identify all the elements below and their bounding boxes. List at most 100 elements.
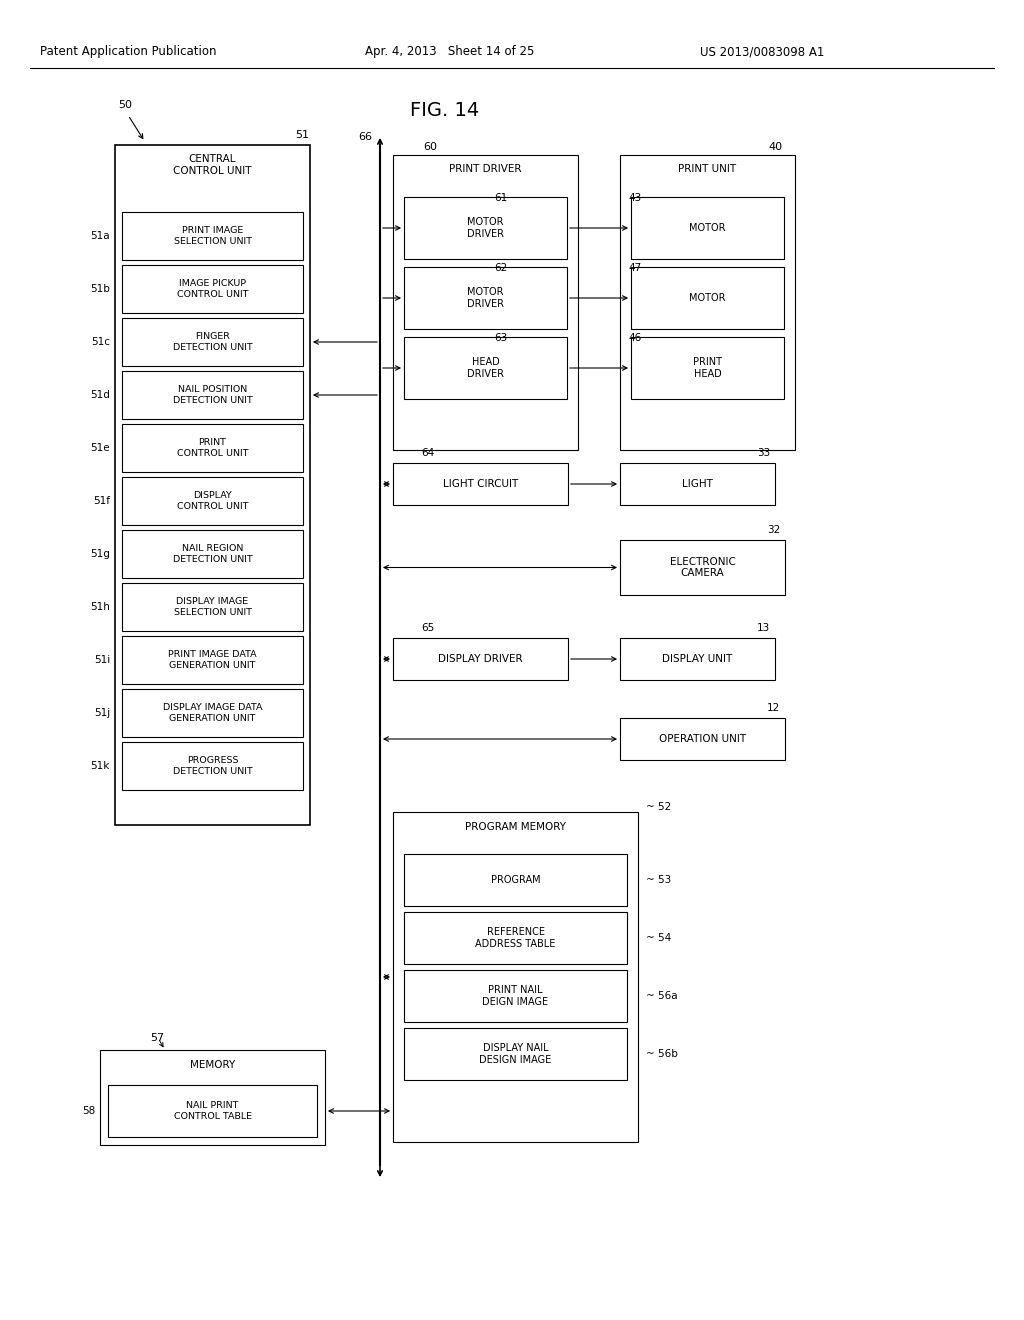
Text: 61: 61 <box>494 193 507 203</box>
Text: 51d: 51d <box>90 389 110 400</box>
Text: PROGRAM MEMORY: PROGRAM MEMORY <box>465 822 566 832</box>
Text: LIGHT CIRCUIT: LIGHT CIRCUIT <box>442 479 518 488</box>
Text: PRINT
CONTROL UNIT: PRINT CONTROL UNIT <box>177 438 248 458</box>
Text: ~ 54: ~ 54 <box>646 933 672 942</box>
Bar <box>404 197 567 259</box>
Bar <box>393 812 638 1142</box>
Text: HEAD
DRIVER: HEAD DRIVER <box>467 358 504 379</box>
Text: US 2013/0083098 A1: US 2013/0083098 A1 <box>700 45 824 58</box>
Text: PRINT IMAGE DATA
GENERATION UNIT: PRINT IMAGE DATA GENERATION UNIT <box>168 651 257 669</box>
Text: CENTRAL
CONTROL UNIT: CENTRAL CONTROL UNIT <box>173 154 252 176</box>
Bar <box>100 1049 325 1144</box>
Text: PRINT NAIL
DEIGN IMAGE: PRINT NAIL DEIGN IMAGE <box>482 985 549 1007</box>
Text: DISPLAY
CONTROL UNIT: DISPLAY CONTROL UNIT <box>177 491 248 511</box>
Text: ~ 56b: ~ 56b <box>646 1049 678 1059</box>
Text: 50: 50 <box>118 100 132 110</box>
Text: 65: 65 <box>421 623 434 634</box>
Bar <box>404 267 567 329</box>
Text: 60: 60 <box>423 143 437 152</box>
Bar <box>404 1028 627 1080</box>
Text: 51f: 51f <box>93 496 110 506</box>
Text: PROGRAM: PROGRAM <box>490 875 541 884</box>
Text: NAIL PRINT
CONTROL TABLE: NAIL PRINT CONTROL TABLE <box>173 1101 252 1121</box>
Text: 13: 13 <box>757 623 770 634</box>
Bar <box>404 970 627 1022</box>
Text: 64: 64 <box>421 447 434 458</box>
Text: NAIL REGION
DETECTION UNIT: NAIL REGION DETECTION UNIT <box>173 544 252 564</box>
Text: 32: 32 <box>767 525 780 535</box>
Bar <box>631 337 784 399</box>
Text: DISPLAY DRIVER: DISPLAY DRIVER <box>438 653 523 664</box>
Bar <box>620 718 785 760</box>
Bar <box>404 337 567 399</box>
Text: FINGER
DETECTION UNIT: FINGER DETECTION UNIT <box>173 333 252 351</box>
Text: DISPLAY IMAGE DATA
GENERATION UNIT: DISPLAY IMAGE DATA GENERATION UNIT <box>163 704 262 723</box>
Text: 40: 40 <box>769 143 783 152</box>
Text: MOTOR
DRIVER: MOTOR DRIVER <box>467 288 504 309</box>
Text: 43: 43 <box>628 193 641 203</box>
Text: 33: 33 <box>757 447 770 458</box>
Text: 51c: 51c <box>91 337 110 347</box>
Text: PRINT DRIVER: PRINT DRIVER <box>450 164 522 174</box>
Bar <box>620 463 775 506</box>
Bar <box>122 265 303 313</box>
Text: Patent Application Publication: Patent Application Publication <box>40 45 216 58</box>
Bar <box>122 583 303 631</box>
Bar <box>404 854 627 906</box>
Text: 66: 66 <box>358 132 372 143</box>
Bar <box>122 424 303 473</box>
Bar <box>122 318 303 366</box>
Text: MOTOR: MOTOR <box>689 223 726 234</box>
Text: 51i: 51i <box>94 655 110 665</box>
Text: 63: 63 <box>494 333 507 343</box>
Text: NAIL POSITION
DETECTION UNIT: NAIL POSITION DETECTION UNIT <box>173 385 252 405</box>
Bar <box>122 371 303 418</box>
Text: 51: 51 <box>295 129 309 140</box>
Text: 51g: 51g <box>90 549 110 558</box>
Text: PROGRESS
DETECTION UNIT: PROGRESS DETECTION UNIT <box>173 756 252 776</box>
Text: 57: 57 <box>150 1034 164 1043</box>
Text: 47: 47 <box>628 263 641 273</box>
Text: PRINT IMAGE
SELECTION UNIT: PRINT IMAGE SELECTION UNIT <box>173 226 252 246</box>
Text: IMAGE PICKUP
CONTROL UNIT: IMAGE PICKUP CONTROL UNIT <box>177 280 248 298</box>
Bar <box>620 154 795 450</box>
Bar <box>393 154 578 450</box>
Text: 51h: 51h <box>90 602 110 612</box>
Text: DISPLAY IMAGE
SELECTION UNIT: DISPLAY IMAGE SELECTION UNIT <box>173 597 252 616</box>
Text: DISPLAY UNIT: DISPLAY UNIT <box>663 653 732 664</box>
Bar <box>115 145 310 825</box>
Text: 46: 46 <box>628 333 641 343</box>
Text: MOTOR
DRIVER: MOTOR DRIVER <box>467 218 504 239</box>
Text: ELECTRONIC
CAMERA: ELECTRONIC CAMERA <box>670 557 735 578</box>
Bar <box>122 213 303 260</box>
Text: 62: 62 <box>494 263 507 273</box>
Text: 51b: 51b <box>90 284 110 294</box>
Text: 51j: 51j <box>94 708 110 718</box>
Bar <box>393 638 568 680</box>
Bar <box>620 540 785 595</box>
Bar <box>393 463 568 506</box>
Text: PRINT
HEAD: PRINT HEAD <box>693 358 722 379</box>
Text: MEMORY: MEMORY <box>189 1060 236 1071</box>
Text: 58: 58 <box>82 1106 95 1115</box>
Text: 51e: 51e <box>90 444 110 453</box>
Bar <box>122 636 303 684</box>
Bar <box>631 267 784 329</box>
Text: 12: 12 <box>767 704 780 713</box>
Bar <box>404 912 627 964</box>
Text: ~ 53: ~ 53 <box>646 875 672 884</box>
Text: REFERENCE
ADDRESS TABLE: REFERENCE ADDRESS TABLE <box>475 927 556 949</box>
Bar <box>620 638 775 680</box>
Text: LIGHT: LIGHT <box>682 479 713 488</box>
Bar <box>631 197 784 259</box>
Bar <box>108 1085 317 1137</box>
Text: OPERATION UNIT: OPERATION UNIT <box>658 734 746 744</box>
Bar <box>122 477 303 525</box>
Text: PRINT UNIT: PRINT UNIT <box>679 164 736 174</box>
Text: DISPLAY NAIL
DESIGN IMAGE: DISPLAY NAIL DESIGN IMAGE <box>479 1043 552 1065</box>
Text: ~ 52: ~ 52 <box>646 803 672 812</box>
Text: ~ 56a: ~ 56a <box>646 991 678 1001</box>
Bar <box>122 742 303 789</box>
Text: FIG. 14: FIG. 14 <box>410 100 479 120</box>
Bar <box>122 531 303 578</box>
